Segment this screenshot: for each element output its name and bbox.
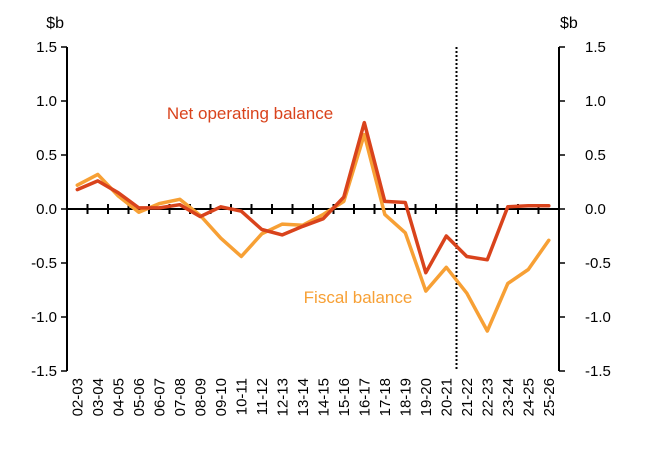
x-tick-label: 06-07 <box>151 378 168 416</box>
x-tick-label: 22-23 <box>479 378 496 416</box>
x-tick-label: 14-15 <box>315 378 332 416</box>
right-y-tick-label: 0.0 <box>585 201 606 218</box>
series-label-fiscal-balance: Fiscal balance <box>304 288 413 307</box>
left-y-tick-label: 1.0 <box>36 93 57 110</box>
x-tick-label: 16-17 <box>356 378 373 416</box>
right-y-tick-label: -1.0 <box>585 309 611 326</box>
right-y-tick-label: 0.5 <box>585 147 606 164</box>
x-tick-label: 09-10 <box>213 378 230 416</box>
x-tick-label: 03-04 <box>90 378 107 416</box>
left-unit-label: $b <box>46 15 64 32</box>
right-y-tick-label: 1.5 <box>585 39 606 56</box>
x-tick-label: 25-26 <box>541 378 558 416</box>
x-tick-label: 04-05 <box>110 378 127 416</box>
series-label-net-operating-balance: Net operating balance <box>167 104 333 123</box>
x-tick-label: 17-18 <box>377 378 394 416</box>
x-tick-label: 08-09 <box>192 378 209 416</box>
x-tick-label: 15-16 <box>336 378 353 416</box>
x-tick-label: 18-19 <box>397 378 414 416</box>
right-y-tick-label: 1.0 <box>585 93 606 110</box>
x-tick-label: 20-21 <box>438 378 455 416</box>
x-tick-label: 19-20 <box>418 378 435 416</box>
right-y-tick-label: -1.5 <box>585 363 611 380</box>
right-unit-label: $b <box>560 15 578 32</box>
plot-area: 1.5 1.5 1.0 1.0 0.5 0.5 0.0 0.0 -0.5 -0.5 -1.0 -1.0… <box>31 39 611 416</box>
left-y-tick-label: -1.5 <box>31 363 57 380</box>
left-y-tick-label: -0.5 <box>31 255 57 272</box>
x-tick-label: 13-14 <box>295 378 312 416</box>
left-y-tick-label: 1.5 <box>36 39 57 56</box>
left-y-tick-label: 0.0 <box>36 201 57 218</box>
left-y-tick-label: 0.5 <box>36 147 57 164</box>
x-tick-label: 05-06 <box>131 378 148 416</box>
left-y-tick-label: -1.0 <box>31 309 57 326</box>
x-tick-label: 21-22 <box>459 378 476 416</box>
right-y-tick-label: -0.5 <box>585 255 611 272</box>
x-tick-label: 07-08 <box>172 378 189 416</box>
x-tick-label: 02-03 <box>69 378 86 416</box>
x-tick-label: 12-13 <box>274 378 291 416</box>
x-tick-label: 10-11 <box>233 378 250 415</box>
x-tick-label: 24-25 <box>520 378 537 416</box>
series-line-fiscal-balance <box>75 132 551 333</box>
series-line-net-operating-balance <box>75 120 551 275</box>
x-tick-label: 23-24 <box>500 378 517 416</box>
x-tick-label: 11-12 <box>254 378 271 415</box>
